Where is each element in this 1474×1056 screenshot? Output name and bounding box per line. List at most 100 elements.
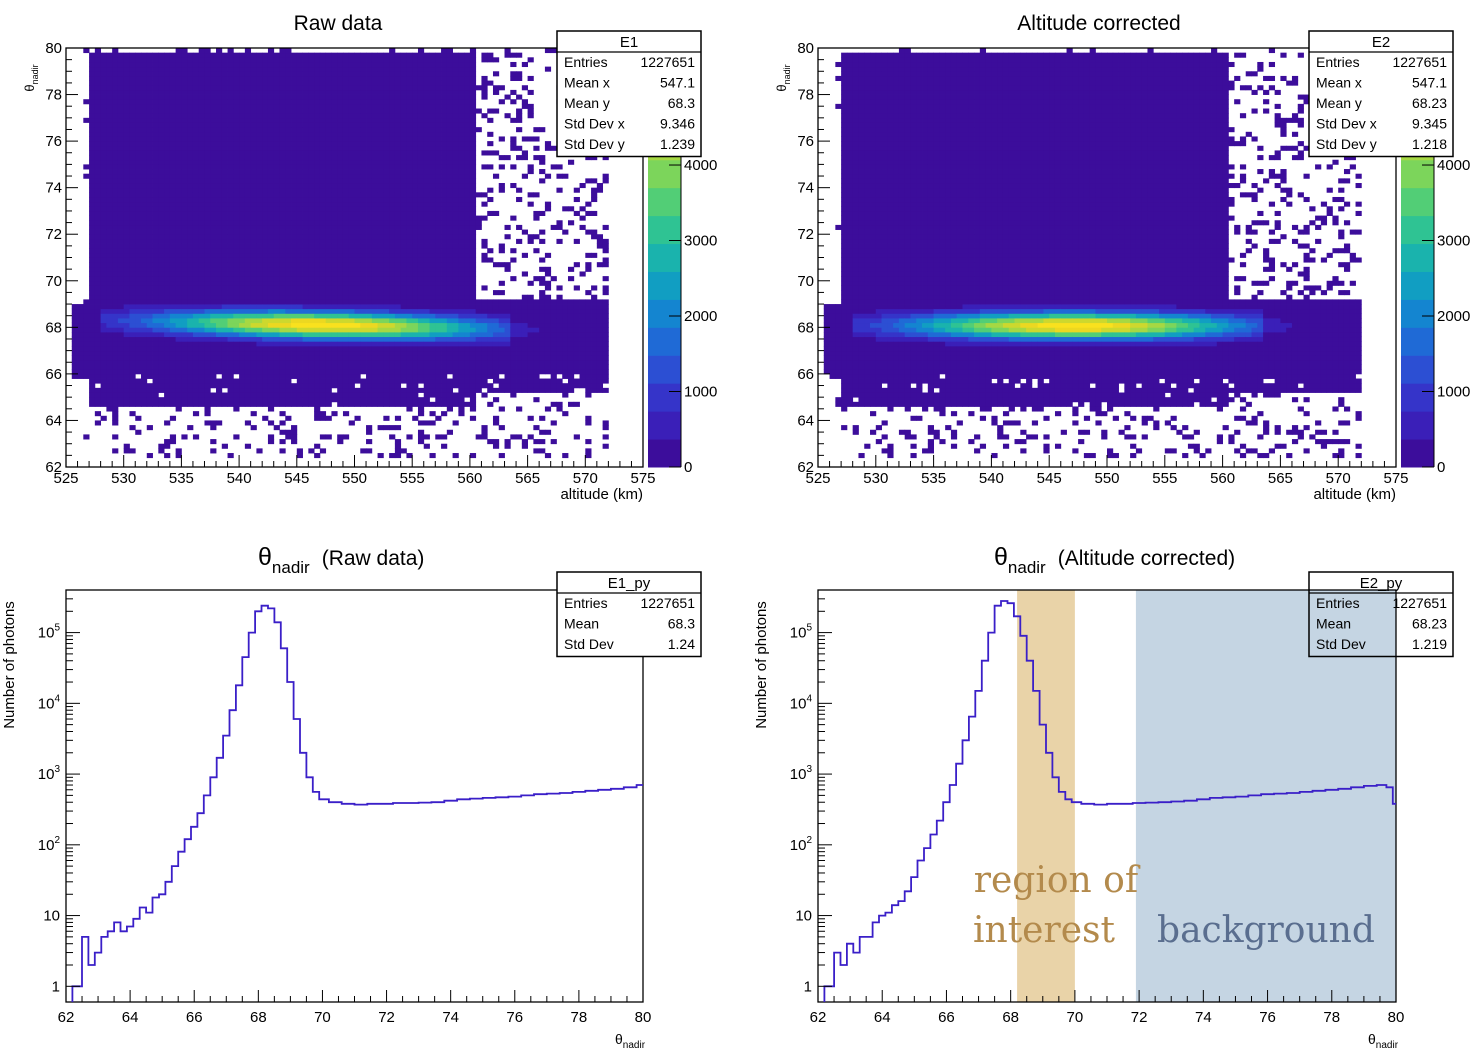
raw-heatmap-cell (117, 187, 125, 193)
raw-heatmap-cell (319, 61, 327, 68)
raw-heatmap-cell (117, 397, 125, 403)
raw-heatmap-cell (198, 318, 205, 324)
raw-heatmap-cell (112, 173, 119, 179)
raw-heatmap-cell (337, 294, 344, 300)
raw-heatmap-cell (342, 131, 350, 137)
raw-heatmap-cell (452, 345, 459, 352)
raw-heatmap-cell (371, 75, 378, 81)
raw-heatmap-cell (400, 448, 407, 454)
raw-heatmap-cell (267, 117, 275, 123)
raw-heatmap-cell (429, 57, 436, 63)
raw-heatmap-cell (400, 150, 407, 156)
raw-heatmap-cell (377, 57, 384, 63)
raw-heatmap-cell (152, 94, 159, 100)
raw-heatmap-cell (244, 99, 252, 105)
raw-heatmap-cell (89, 294, 96, 300)
raw-heatmap-cell (441, 52, 448, 58)
raw-heatmap-cell (296, 322, 303, 328)
raw-heatmap-cell (146, 99, 153, 105)
raw-heatmap-cell (319, 178, 327, 184)
raw-heatmap-cell (314, 215, 321, 221)
raw-heatmap-cell (389, 75, 396, 81)
raw-heatmap-cell (192, 159, 200, 165)
raw-heatmap-cell (204, 276, 211, 282)
raw-heatmap-cell (446, 345, 453, 352)
raw-heatmap-cell (325, 238, 332, 244)
raw-heatmap-cell (262, 378, 269, 384)
raw-heatmap-cell (371, 387, 378, 393)
raw-heatmap-cell (354, 336, 361, 342)
raw-heatmap-cell (198, 234, 205, 240)
raw-heatmap-cell (250, 378, 257, 384)
raw-heatmap-cell (100, 155, 107, 161)
raw-heatmap-cell (314, 94, 321, 100)
raw-heatmap-cell (152, 99, 159, 105)
raw-heatmap-cell (302, 234, 309, 240)
raw-heatmap-cell (417, 318, 425, 324)
raw-heatmap-cell (210, 103, 217, 109)
raw-heatmap-cell (204, 159, 211, 165)
raw-heatmap-cell (360, 238, 367, 244)
raw-heatmap-cell (187, 85, 194, 91)
raw-heatmap-cell (123, 183, 130, 189)
raw-heatmap-cell (192, 192, 200, 198)
raw-heatmap-cell (135, 66, 142, 72)
raw-heatmap-cell (169, 52, 177, 58)
raw-heatmap-cell (244, 243, 252, 249)
raw-heatmap-cell (400, 210, 407, 216)
raw-heatmap-cell (389, 187, 396, 193)
raw-heatmap-cell (296, 392, 303, 398)
raw-heatmap-cell (204, 350, 211, 356)
raw-heatmap-cell (417, 341, 425, 347)
raw-heatmap-cell (169, 206, 177, 212)
raw-heatmap-cell (112, 155, 119, 161)
raw-heatmap-cell (366, 234, 373, 240)
raw-heatmap-cell (221, 443, 228, 449)
raw-heatmap-cell (423, 75, 430, 81)
raw-heatmap-cell (83, 355, 90, 361)
raw-heatmap-cell (423, 299, 430, 305)
raw-heatmap-cell (106, 136, 113, 142)
raw-heatmap-cell (77, 369, 84, 375)
raw-heatmap-cell (250, 364, 257, 370)
raw-heatmap-cell (366, 113, 373, 119)
raw-heatmap-cell (273, 108, 280, 114)
raw-heatmap-cell (198, 280, 205, 286)
raw-heatmap-cell (319, 210, 327, 216)
raw-heatmap-cell (198, 285, 205, 291)
raw-heatmap-cell (302, 71, 309, 77)
raw-heatmap-cell (152, 159, 159, 165)
raw-heatmap-cell (239, 89, 246, 95)
raw-heatmap-cell (279, 85, 286, 91)
raw-heatmap-cell (383, 234, 390, 240)
raw-heatmap-cell (221, 359, 228, 365)
raw-heatmap-cell (244, 266, 252, 272)
raw-heatmap-cell (117, 392, 125, 398)
raw-heatmap-cell (129, 89, 136, 95)
raw-heatmap-cell (429, 117, 436, 123)
raw-heatmap-cell (423, 318, 430, 324)
raw-heatmap-cell (181, 369, 188, 375)
raw-heatmap-cell (192, 257, 200, 263)
raw-heatmap-cell (337, 196, 344, 203)
raw-heatmap-cell (250, 285, 257, 291)
raw-heatmap-cell (256, 89, 263, 95)
raw-heatmap-cell (348, 238, 355, 244)
raw-heatmap-cell (89, 192, 96, 198)
raw-heatmap-cell (204, 322, 211, 328)
raw-heatmap-cell (342, 359, 350, 365)
raw-heatmap-cell (106, 173, 113, 179)
raw-heatmap-cell (389, 206, 396, 212)
raw-heatmap-cell (239, 248, 246, 254)
raw-heatmap-cell (129, 397, 136, 403)
raw-heatmap-cell (279, 150, 286, 156)
raw-heatmap-cell (337, 266, 344, 272)
raw-heatmap-cell (262, 52, 269, 58)
raw-heatmap-cell (169, 280, 177, 286)
raw-heatmap-cell (429, 220, 436, 226)
raw-heatmap-cell (123, 266, 130, 272)
raw-heatmap-cell (244, 131, 252, 137)
raw-heatmap-cell (267, 243, 275, 249)
raw-heatmap-cell (267, 299, 275, 305)
raw-heatmap-cell (244, 229, 252, 235)
